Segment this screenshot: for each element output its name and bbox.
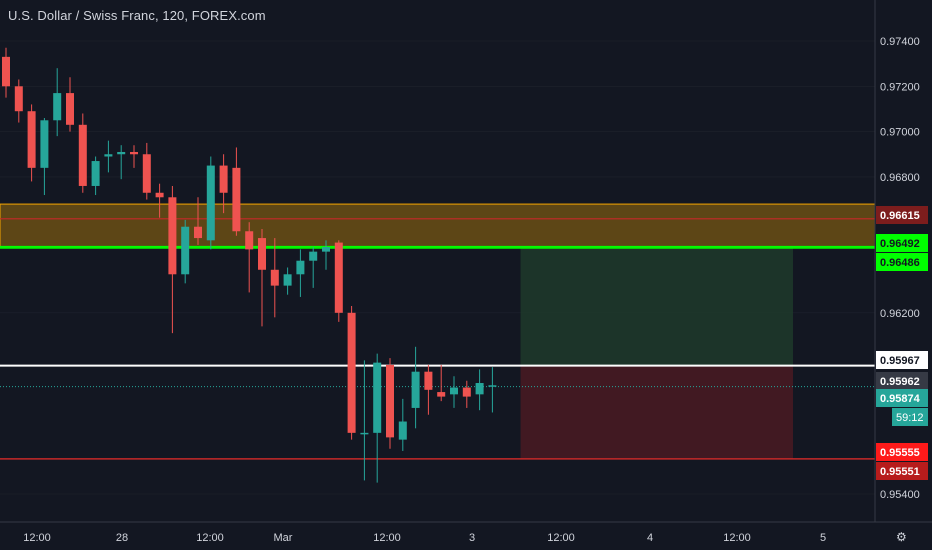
candle-body — [322, 247, 330, 252]
candle-body — [104, 154, 113, 157]
candle-body — [219, 165, 228, 193]
time-tick-label: 12:00 — [373, 532, 401, 544]
countdown-bg — [892, 408, 928, 426]
candle-body — [488, 385, 497, 387]
price-label: 0.96486 — [876, 253, 928, 271]
candle-body — [53, 93, 62, 121]
candle-body — [181, 226, 190, 275]
candle-body — [91, 161, 100, 186]
settings-gear-icon[interactable]: ⚙ — [896, 530, 907, 544]
price-tick-label: 0.95400 — [880, 489, 920, 501]
countdown-text: 59:12 — [896, 412, 924, 424]
position-stop-zone — [520, 365, 793, 459]
time-tick-label: 12:00 — [196, 532, 224, 544]
candle-body — [283, 274, 292, 286]
price-label-text: 0.96486 — [880, 257, 920, 269]
candle-body — [14, 86, 23, 112]
price-label: 0.95555 — [876, 443, 928, 461]
candle-body — [78, 124, 87, 186]
candle-body — [360, 432, 369, 435]
price-label: 0.96615 — [876, 206, 928, 224]
candle-body — [309, 251, 318, 261]
time-tick-label: 28 — [116, 532, 128, 544]
candle-body — [206, 165, 215, 241]
price-label-bg — [876, 234, 928, 252]
supply-zone — [0, 203, 876, 248]
price-label: 0.95962 — [876, 372, 928, 390]
time-tick-label: 12:00 — [547, 532, 575, 544]
candle-body — [270, 269, 279, 286]
price-label: 0.96492 — [876, 234, 928, 252]
price-label-bg — [876, 206, 928, 224]
price-tick-label: 0.97400 — [880, 36, 920, 48]
candle-body — [475, 383, 484, 395]
price-label: 0.95967 — [876, 351, 928, 369]
position-target-zone — [520, 248, 793, 366]
price-label: 0.95874 59:12 — [876, 389, 928, 426]
candle-body — [117, 151, 126, 155]
candle-body — [168, 197, 177, 275]
price-label-text: 0.95967 — [880, 355, 920, 367]
price-tick-label: 0.97200 — [880, 81, 920, 93]
price-tick-label: 0.96800 — [880, 172, 920, 184]
candle-body — [194, 226, 202, 239]
candle-body — [462, 387, 471, 397]
candle-body — [398, 421, 407, 440]
candle-body — [2, 56, 10, 87]
candle-body — [424, 371, 433, 390]
price-label-bg — [876, 462, 928, 480]
price-label-text: 0.96615 — [880, 210, 920, 222]
candle-body — [142, 154, 151, 193]
time-tick-label: Mar — [274, 532, 293, 544]
time-tick-label: 12:00 — [23, 532, 51, 544]
candle-body — [373, 362, 382, 433]
candle-body — [437, 392, 446, 397]
price-label-text: 0.95962 — [880, 376, 920, 388]
candle-body — [130, 151, 138, 155]
chart-title: U.S. Dollar / Swiss Franc, 120, FOREX.co… — [8, 8, 266, 23]
price-label: 0.95551 — [876, 462, 928, 480]
price-label-bg — [876, 389, 928, 407]
candle-body — [40, 120, 49, 168]
price-label-bg — [876, 443, 928, 461]
price-label-bg — [876, 351, 928, 369]
price-label-text: 0.95551 — [880, 466, 920, 478]
candle-body — [258, 238, 266, 270]
candle-body — [245, 231, 254, 250]
candle-body — [27, 111, 36, 168]
time-tick-label: 3 — [469, 532, 475, 544]
candle-body — [232, 167, 241, 232]
candle-body — [66, 93, 74, 125]
candle-body — [386, 364, 394, 438]
price-label-bg — [876, 372, 928, 390]
price-tick-label: 0.97000 — [880, 127, 920, 139]
price-label-text: 0.95555 — [880, 447, 920, 459]
price-label-text: 0.95874 — [880, 393, 921, 405]
candle-body — [296, 260, 305, 275]
time-tick-label: 12:00 — [723, 532, 751, 544]
candle-body — [155, 192, 164, 198]
time-tick-label: 4 — [647, 532, 653, 544]
time-tick-label: 5 — [820, 532, 826, 544]
price-label-bg — [876, 253, 928, 271]
price-label-text: 0.96492 — [880, 238, 920, 250]
candle-body — [347, 312, 356, 433]
price-tick-label: 0.96200 — [880, 308, 920, 320]
candle-body — [450, 387, 458, 395]
candles — [2, 47, 497, 483]
candle-body — [411, 371, 420, 408]
candle-body — [334, 242, 343, 313]
